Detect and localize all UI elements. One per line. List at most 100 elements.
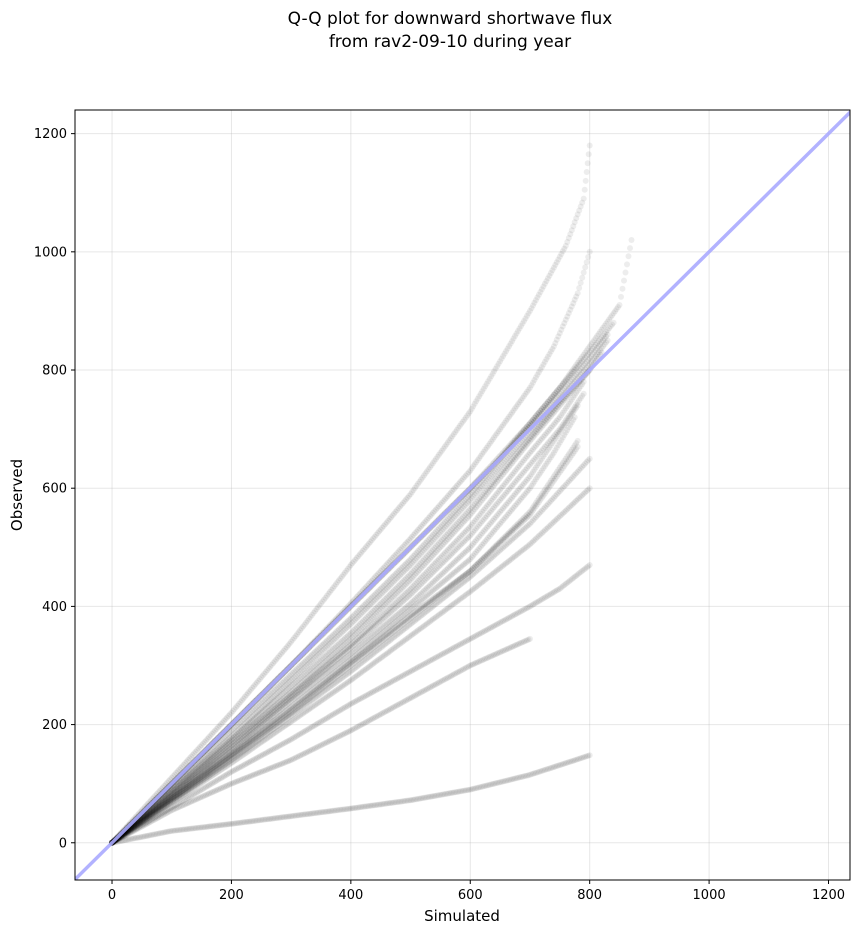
data-point bbox=[168, 774, 175, 781]
data-point bbox=[592, 353, 599, 360]
data-point bbox=[435, 525, 442, 532]
data-point bbox=[279, 691, 286, 698]
data-point bbox=[255, 677, 262, 684]
data-point bbox=[534, 371, 541, 378]
data-point bbox=[473, 459, 480, 466]
data-point bbox=[594, 351, 601, 358]
data-point bbox=[213, 726, 220, 732]
data-point bbox=[316, 644, 323, 651]
data-point bbox=[362, 600, 369, 607]
data-point bbox=[334, 642, 341, 648]
data-point bbox=[516, 325, 523, 332]
data-point bbox=[265, 698, 272, 705]
data-point bbox=[350, 558, 357, 565]
data-point bbox=[467, 491, 474, 498]
data-point bbox=[379, 584, 386, 591]
data-point bbox=[558, 383, 565, 389]
data-point bbox=[262, 701, 269, 708]
data-point bbox=[286, 678, 293, 685]
data-point bbox=[203, 737, 210, 744]
data-point bbox=[183, 774, 190, 781]
data-point bbox=[600, 343, 607, 350]
data-point bbox=[297, 675, 304, 682]
data-point bbox=[255, 702, 262, 709]
data-point bbox=[546, 397, 553, 404]
data-point bbox=[231, 733, 238, 740]
data-point bbox=[497, 463, 504, 469]
data-point bbox=[304, 655, 311, 662]
data-point bbox=[206, 753, 212, 760]
data-point bbox=[410, 552, 417, 559]
data-point bbox=[409, 533, 415, 540]
data-point bbox=[397, 503, 404, 510]
data-point bbox=[329, 585, 336, 592]
data-point bbox=[531, 377, 538, 383]
data-point bbox=[586, 343, 593, 350]
data-point bbox=[464, 500, 471, 507]
data-point bbox=[322, 645, 329, 651]
data-point bbox=[361, 616, 368, 623]
data-point bbox=[388, 581, 395, 588]
data-point bbox=[549, 346, 556, 352]
data-point bbox=[264, 667, 271, 674]
data-point bbox=[210, 751, 217, 758]
data-point bbox=[594, 333, 601, 339]
data-point bbox=[431, 530, 438, 537]
data-point bbox=[228, 727, 235, 734]
data-point bbox=[165, 778, 172, 784]
data-point bbox=[604, 331, 611, 338]
data-point bbox=[389, 554, 396, 561]
data-point bbox=[422, 545, 429, 552]
data-point bbox=[344, 618, 351, 624]
data-point bbox=[176, 781, 183, 788]
data-point bbox=[234, 727, 241, 734]
data-point bbox=[400, 569, 407, 576]
data-point bbox=[170, 786, 177, 793]
data-point bbox=[226, 728, 233, 735]
data-point bbox=[340, 628, 347, 635]
data-point bbox=[218, 742, 224, 749]
data-point bbox=[601, 322, 608, 329]
data-point bbox=[310, 650, 317, 657]
data-point bbox=[273, 696, 280, 703]
data-point bbox=[370, 535, 377, 542]
data-point bbox=[556, 330, 563, 337]
data-point bbox=[567, 370, 574, 377]
data-point bbox=[329, 632, 336, 639]
data-point bbox=[164, 791, 171, 798]
data-point bbox=[547, 270, 554, 276]
data-point bbox=[258, 705, 265, 712]
data-point bbox=[431, 508, 438, 515]
data-point bbox=[173, 782, 180, 789]
data-point bbox=[455, 510, 462, 516]
data-point bbox=[232, 732, 239, 739]
data-point bbox=[552, 390, 559, 397]
data-point bbox=[273, 656, 280, 663]
data-point bbox=[352, 616, 359, 623]
data-point bbox=[504, 454, 511, 461]
data-point bbox=[321, 646, 327, 653]
data-point bbox=[424, 468, 430, 475]
data-point bbox=[174, 781, 181, 788]
data-point bbox=[358, 549, 365, 556]
data-point bbox=[218, 745, 224, 752]
data-point bbox=[453, 511, 460, 518]
data-point bbox=[289, 669, 296, 676]
data-point bbox=[519, 395, 526, 402]
data-point bbox=[482, 383, 489, 390]
data-point bbox=[538, 364, 545, 371]
data-point bbox=[388, 514, 395, 521]
data-point bbox=[313, 606, 320, 613]
data-point bbox=[247, 709, 254, 716]
data-point bbox=[461, 497, 468, 504]
data-point bbox=[567, 378, 574, 385]
data-point bbox=[582, 349, 589, 356]
data-point bbox=[229, 726, 236, 733]
data-point bbox=[627, 245, 633, 252]
data-point bbox=[407, 491, 414, 498]
data-point bbox=[521, 393, 527, 399]
data-point bbox=[338, 638, 345, 644]
data-point bbox=[244, 721, 251, 728]
data-point bbox=[585, 345, 592, 352]
data-point bbox=[571, 364, 578, 371]
